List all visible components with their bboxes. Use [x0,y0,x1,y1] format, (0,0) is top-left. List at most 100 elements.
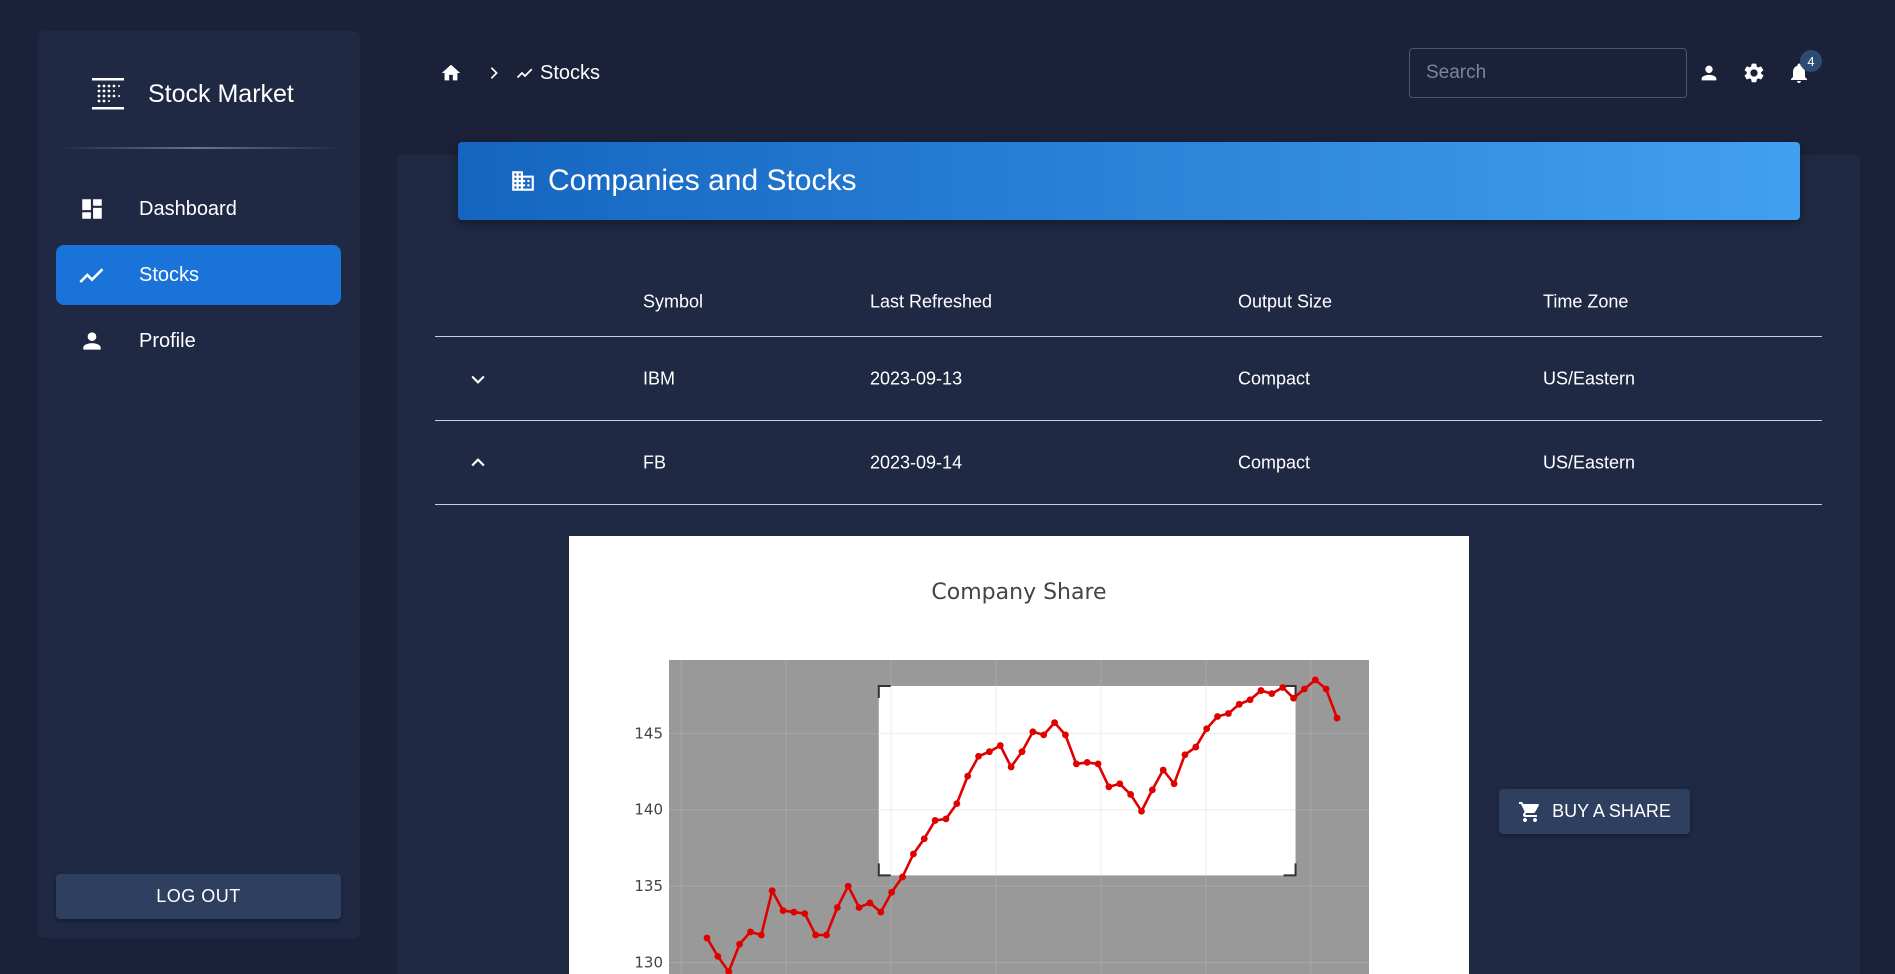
data-point [1301,685,1308,693]
data-point [1062,731,1069,739]
data-point [1268,690,1276,698]
sidebar-item-stocks[interactable]: Stocks [56,245,341,305]
breadcrumb-current-label: Stocks [540,61,601,84]
gear-icon[interactable] [1741,60,1767,86]
selection-region [878,685,1296,876]
selection-handle [1283,863,1297,877]
data-point [1290,694,1297,702]
app-title: Stock Market [148,79,294,108]
shopping-cart-icon [1519,801,1540,822]
data-point [823,931,830,939]
data-point [1018,748,1026,756]
data-point [1127,791,1135,798]
data-point [801,910,809,918]
chevron-down-icon [471,375,485,384]
data-point [1333,714,1341,722]
table-row[interactable]: IBM 2023-09-13 Compact US/Eastern [435,337,1822,421]
data-point [757,931,765,939]
search-input[interactable] [1409,48,1687,98]
column-header-time-zone: Time Zone [1543,291,1629,312]
data-point [1148,786,1156,794]
stock-market-logo-icon [92,78,124,110]
trending-up-icon [78,261,106,289]
data-point [986,748,993,756]
page-title: Companies and Stocks [548,164,857,197]
share-chart[interactable]: Company Share 130 135 140 145 [569,536,1469,974]
data-point [768,887,776,895]
chevron-right-icon [490,67,498,79]
data-point [1040,731,1048,739]
page-header-banner: Companies and Stocks [458,142,1800,220]
brand-divider [56,147,342,149]
buy-share-label: BUY A SHARE [1552,801,1671,821]
data-point [909,850,917,858]
data-point [1257,687,1265,694]
data-point [1203,725,1211,733]
data-point [703,934,711,942]
data-point [1235,700,1243,708]
data-point [888,888,896,896]
trending-up-icon [516,68,533,79]
sidebar: Stock Market Dashboard Stocks Profile LO… [38,31,360,938]
collapse-row-button[interactable] [465,450,491,476]
data-point [1214,713,1221,720]
cell-time-zone: US/Eastern [1543,368,1636,388]
data-point [899,873,906,881]
selection-handle [1283,684,1297,698]
sidebar-item-label: Profile [139,329,196,352]
home-icon[interactable] [440,62,462,84]
data-point [855,904,863,911]
data-point [1181,751,1189,759]
data-point [942,815,950,823]
y-tick-label: 145 [634,724,663,742]
cell-symbol: IBM [643,368,676,388]
chart-plot[interactable]: 130 135 140 145 [569,536,1469,974]
building-icon [512,171,534,191]
data-point [1279,684,1287,691]
data-point [866,899,874,907]
data-point [747,928,754,936]
data-point [1159,766,1167,774]
brand[interactable]: Stock Market [90,69,294,119]
data-point [1105,783,1113,791]
data-point [1072,760,1080,768]
selection-handle [877,684,891,698]
y-tick-label: 135 [634,877,663,895]
data-point [964,772,972,780]
data-point [725,968,733,974]
data-point [844,882,852,890]
cell-symbol: FB [643,452,667,472]
sidebar-item-profile[interactable]: Profile [56,311,341,371]
data-point [1311,676,1319,684]
data-point [920,835,928,843]
dashboard-icon [78,195,106,223]
data-point [1007,763,1015,771]
logout-button[interactable]: LOG OUT [56,874,341,919]
sidebar-item-dashboard[interactable]: Dashboard [56,179,341,239]
cell-last-refreshed: 2023-09-14 [870,452,963,472]
data-point [1083,758,1091,766]
data-point [1224,710,1232,717]
account-icon[interactable] [1696,60,1722,86]
y-tick-label: 130 [634,954,663,972]
data-point [1192,743,1200,751]
cell-output-size: Compact [1238,452,1311,472]
data-point [790,908,798,916]
stocks-table: Symbol Last Refreshed Output Size Time Z… [435,268,1822,505]
data-point [975,752,982,760]
breadcrumb-current: Stocks [516,62,600,85]
expand-row-button[interactable] [465,366,491,392]
table-row[interactable]: FB 2023-09-14 Compact US/Eastern [435,421,1822,505]
selection-handle [877,863,891,877]
data-point [1116,780,1124,788]
cell-last-refreshed: 2023-09-13 [870,368,963,388]
data-point [736,940,743,948]
buy-share-button[interactable]: BUY A SHARE [1499,789,1690,834]
data-point [953,800,961,808]
data-point [833,904,841,911]
data-point [714,952,722,960]
data-point [1170,780,1178,788]
data-point [877,908,885,916]
data-point [931,817,939,824]
column-header-symbol: Symbol [643,291,704,312]
